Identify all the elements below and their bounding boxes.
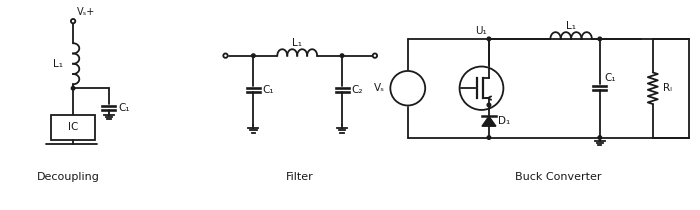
Text: D₁: D₁	[498, 116, 510, 126]
Circle shape	[223, 54, 228, 58]
Text: Decoupling: Decoupling	[36, 172, 99, 182]
Text: L₁: L₁	[292, 38, 302, 48]
Circle shape	[71, 19, 76, 23]
Circle shape	[340, 54, 344, 58]
Text: U₁: U₁	[475, 26, 487, 36]
Text: Rₗ: Rₗ	[663, 83, 671, 93]
Circle shape	[598, 37, 601, 41]
Circle shape	[372, 54, 377, 58]
Text: Filter: Filter	[286, 172, 314, 182]
Circle shape	[487, 136, 491, 139]
Bar	[51, 115, 95, 139]
Text: Buck Converter: Buck Converter	[515, 172, 601, 182]
Text: C₁: C₁	[605, 73, 617, 83]
Polygon shape	[482, 116, 496, 126]
Text: Vₛ+: Vₛ+	[76, 7, 94, 17]
Text: C₁: C₁	[262, 85, 274, 95]
Text: Vₛ: Vₛ	[374, 83, 386, 93]
Circle shape	[598, 136, 601, 139]
Circle shape	[460, 67, 503, 110]
Text: IC: IC	[68, 122, 78, 132]
Circle shape	[251, 54, 256, 58]
Circle shape	[487, 103, 491, 107]
Text: L₁: L₁	[566, 21, 576, 31]
Circle shape	[487, 37, 491, 41]
Text: C₁: C₁	[118, 103, 130, 113]
Circle shape	[71, 87, 75, 90]
Text: L₁: L₁	[53, 59, 63, 69]
Circle shape	[391, 71, 425, 105]
Text: C₂: C₂	[351, 85, 363, 95]
